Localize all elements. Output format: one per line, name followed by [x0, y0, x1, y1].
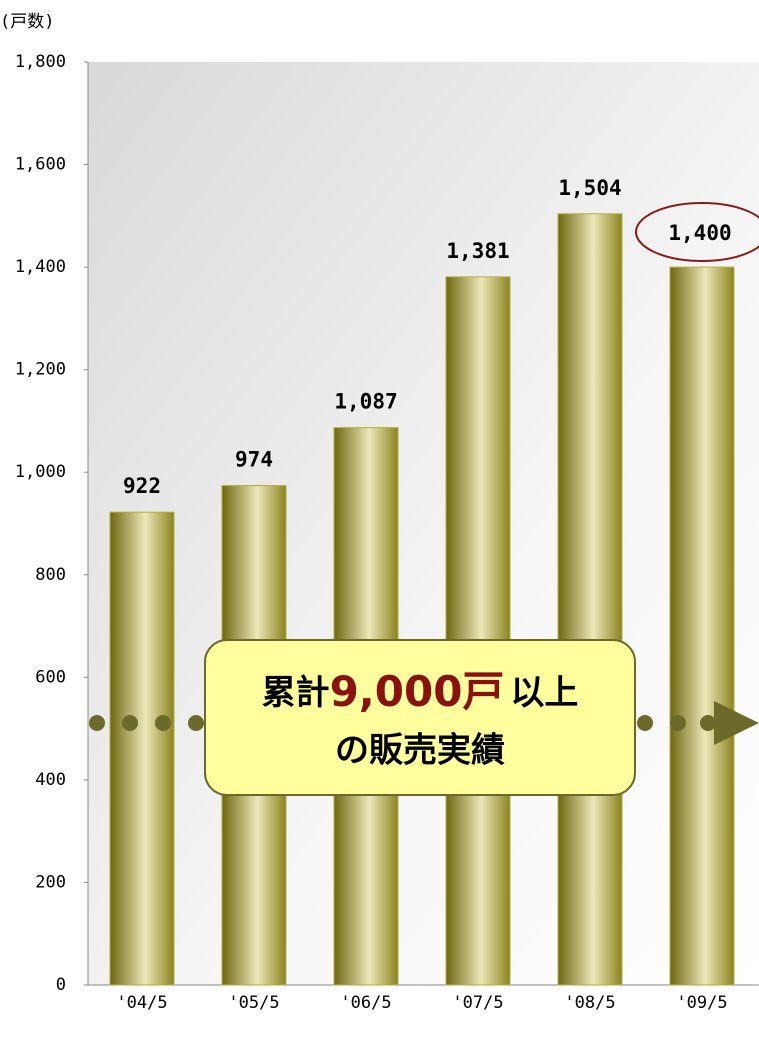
y-tick-label: 0 [56, 975, 66, 995]
bar [557, 213, 623, 986]
x-tick-label: '06/5 [340, 993, 391, 1013]
annotation-box [204, 639, 636, 796]
arrow [89, 701, 759, 745]
y-tick-label: 1,400 [15, 257, 66, 277]
y-tick-label: 400 [35, 770, 66, 790]
y-tick-label: 800 [35, 565, 66, 585]
value-label: 1,400 [668, 221, 731, 245]
y-tick-label: 1,000 [15, 462, 66, 482]
x-tick-label: '05/5 [228, 993, 279, 1013]
annotation-text: 以上 [510, 673, 578, 713]
y-tick-label: 1,600 [15, 155, 66, 175]
bar [109, 511, 175, 986]
bar [445, 276, 511, 986]
annotation-text: 累計 [262, 673, 330, 713]
y-tick-label: 600 [35, 667, 66, 687]
value-label: 922 [123, 474, 161, 498]
x-tick-label: '07/5 [452, 993, 503, 1013]
x-tick-label: '04/5 [116, 993, 167, 1013]
value-label: 1,087 [334, 390, 397, 414]
y-tick-label: 200 [35, 872, 66, 892]
value-label: 974 [235, 448, 273, 472]
value-label: 1,504 [558, 176, 621, 200]
x-tick-label: '08/5 [564, 993, 615, 1013]
value-label: 1,381 [446, 239, 509, 263]
highlight-ring [635, 202, 759, 262]
annotation-line2: の販売実績 [335, 731, 505, 771]
annotation-line1: 累計9,000戸 以上 [262, 667, 579, 716]
annotation-highlight: 9,000戸 [330, 667, 505, 716]
y-axis-label: (戸数) [0, 12, 54, 32]
y-tick-label: 1,200 [15, 360, 66, 380]
plot-area [88, 62, 759, 985]
y-tick-label: 1,800 [15, 52, 66, 72]
bar [669, 266, 735, 986]
x-tick-label: '09/5 [676, 993, 727, 1013]
